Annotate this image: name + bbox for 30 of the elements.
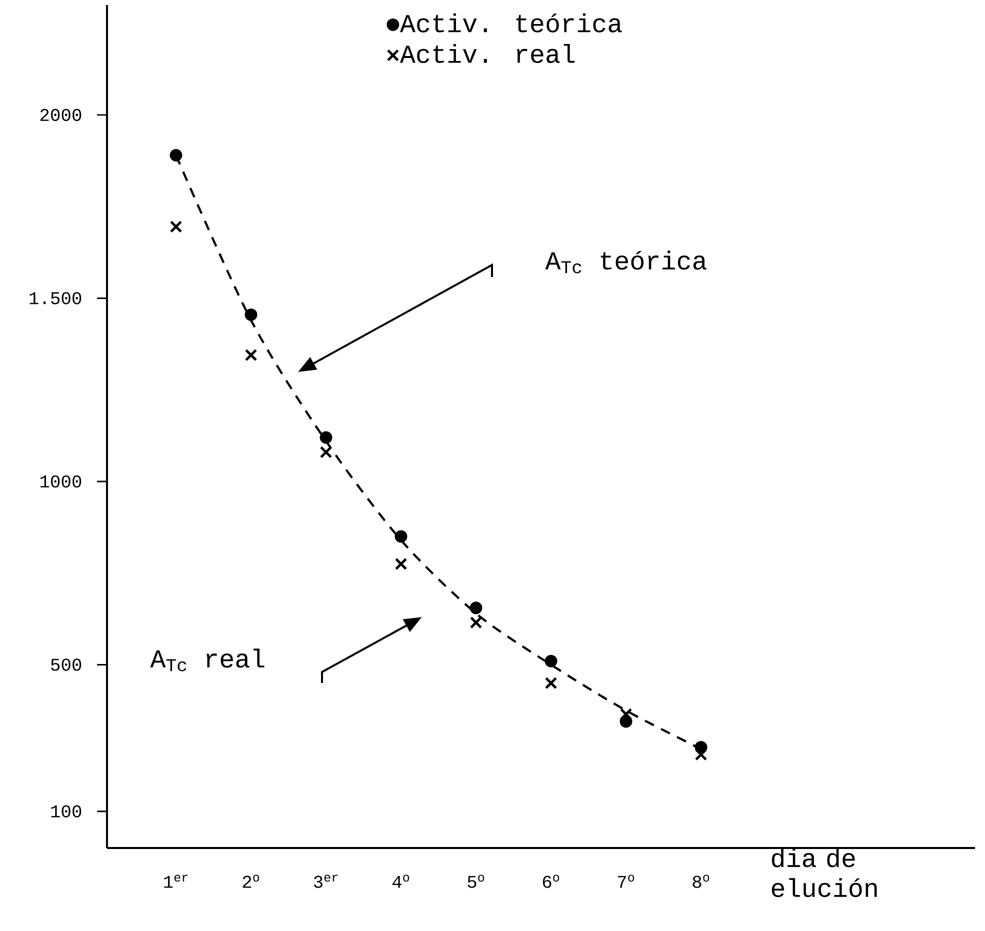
point [170,220,182,233]
point [320,446,332,458]
x-tick-label: 3$^{er}$ [314,874,338,888]
point [544,654,558,668]
point [320,431,332,444]
point [544,676,558,690]
point [244,348,258,362]
y-tick-label: 1.500 [30,292,82,304]
annotation: A$_{Tc}$ real [150,648,264,672]
annotation: A$_{Tc}$ teórica [545,250,706,274]
x-tick-label: 6$^{o}$ [542,874,560,888]
x-tick-label: 7$^{o}$ [618,874,634,888]
y-tick-label: 1000 [40,475,82,488]
point [470,602,482,614]
x-tick-label: 5$^{o}$ [468,874,484,888]
legend-label: Activ. teórica [400,13,622,32]
point [394,530,408,543]
x-tick-label: 8$^{o}$ [692,874,710,888]
legend-label: Activ. real [400,44,575,64]
y-tick-label: 500 [51,658,82,671]
point [394,558,408,570]
point [244,308,258,321]
y-tick-label: 100 [51,805,82,818]
x-tick-label: 1$^{er}$ [164,874,188,888]
point [470,616,482,629]
x-tick-label: 2$^{o}$ [242,874,260,888]
y-tick-label: 2000 [40,108,82,122]
x-tick-label: 4$^{o}$ [392,874,410,888]
point [170,149,182,162]
x-axis-title: dia de elución [772,848,877,898]
